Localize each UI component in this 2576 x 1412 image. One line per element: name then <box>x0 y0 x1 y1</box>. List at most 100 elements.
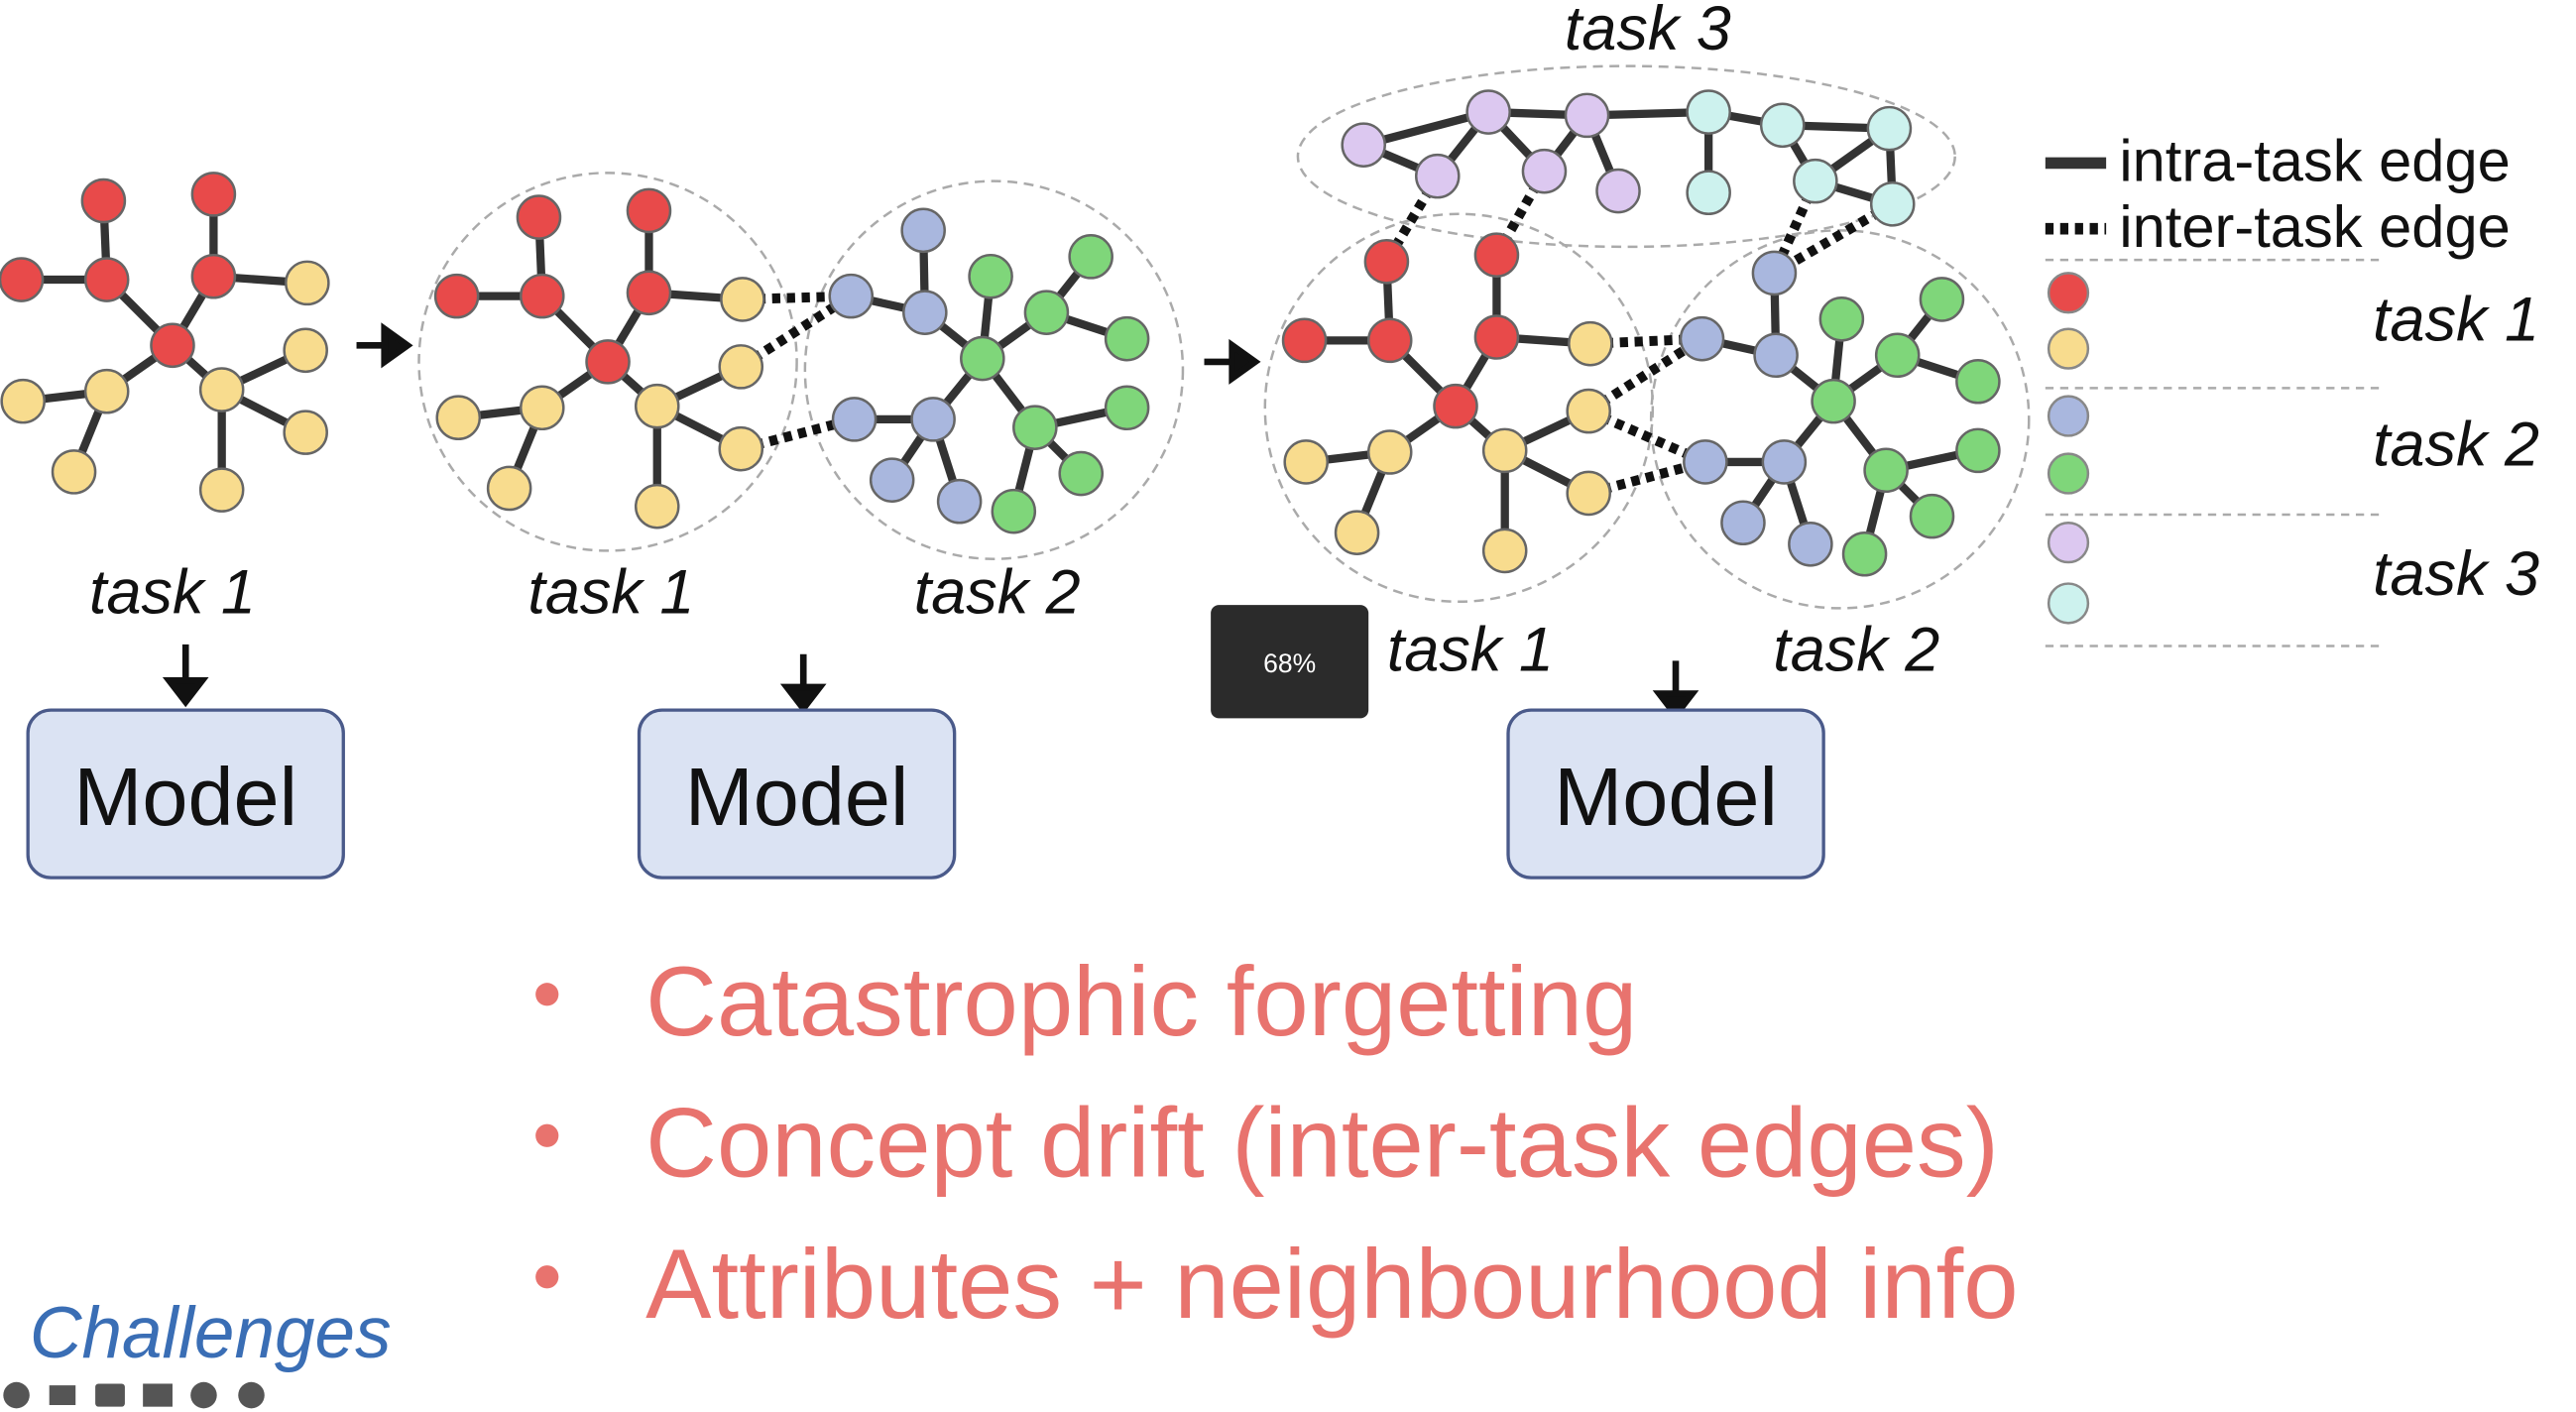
model-label: Model <box>685 751 909 843</box>
zoom-text: 68% <box>1263 648 1316 678</box>
task-region <box>417 172 798 552</box>
node <box>80 177 127 224</box>
bullet-text: Attributes + neighbourhood info <box>645 1230 2018 1340</box>
node <box>1363 239 1410 285</box>
node <box>83 368 130 414</box>
node <box>1104 385 1150 431</box>
node <box>1919 277 1965 322</box>
task-label: task 2 <box>914 557 1081 627</box>
node <box>634 483 680 530</box>
node <box>1841 530 1888 577</box>
legend-dot <box>2047 272 2090 314</box>
node <box>83 257 130 302</box>
node <box>519 385 565 431</box>
task-region <box>803 179 1185 560</box>
node <box>519 273 565 319</box>
zoom-overlay <box>1211 605 1369 719</box>
node <box>1955 358 2001 405</box>
node <box>1793 158 1838 204</box>
node <box>1481 427 1528 474</box>
node <box>1058 450 1105 497</box>
node <box>1414 153 1461 199</box>
node <box>869 457 915 503</box>
node <box>433 273 480 319</box>
node <box>1104 315 1150 362</box>
node <box>1566 470 1611 517</box>
node <box>1686 170 1731 216</box>
node <box>718 425 764 472</box>
node <box>1341 122 1386 168</box>
node <box>828 273 875 319</box>
legend-dot <box>2047 582 2090 625</box>
node <box>1283 439 1330 485</box>
node <box>634 383 680 429</box>
node <box>1281 317 1328 364</box>
node <box>1751 250 1798 296</box>
node <box>283 410 328 455</box>
node <box>150 322 195 369</box>
task-label: task 1 <box>89 557 256 627</box>
node <box>720 277 765 322</box>
node <box>1595 168 1641 214</box>
node <box>198 367 245 412</box>
node <box>1869 181 1916 227</box>
legend-dot <box>2047 522 2090 564</box>
footer-title: Challenges <box>30 1293 392 1373</box>
legend-dot <box>2047 395 2090 437</box>
node <box>516 194 562 240</box>
node <box>190 253 237 299</box>
legend-task: task 3 <box>2373 539 2539 609</box>
node <box>1761 439 1808 485</box>
node <box>626 270 672 316</box>
node <box>718 344 764 390</box>
node <box>1473 232 1520 278</box>
bullet-text: Concept drift (inter-task edges) <box>645 1089 1999 1199</box>
node <box>1811 378 1856 424</box>
node <box>936 478 983 525</box>
node <box>1068 234 1113 280</box>
arrows <box>162 322 1699 721</box>
node <box>1909 493 1955 539</box>
node <box>283 327 328 374</box>
node <box>1473 314 1520 360</box>
node <box>1866 105 1913 152</box>
legend: intra-task edge inter-task edge task 1 t… <box>2045 128 2539 647</box>
toolbar[interactable] <box>3 1381 265 1409</box>
node <box>1686 89 1731 135</box>
node <box>51 449 97 495</box>
node <box>910 397 956 442</box>
legend-task: task 2 <box>2373 410 2539 479</box>
node <box>626 187 672 234</box>
node <box>435 395 482 440</box>
node <box>1788 522 1833 567</box>
legend-text: inter-task edge <box>2119 193 2510 260</box>
node <box>1366 429 1413 475</box>
node <box>1521 148 1568 194</box>
node <box>1874 332 1921 379</box>
node <box>0 257 45 302</box>
node <box>900 207 946 254</box>
model-boxes <box>26 708 1825 880</box>
node <box>0 378 46 424</box>
node <box>585 339 631 385</box>
node <box>1566 388 1611 434</box>
legend-task: task 1 <box>2373 285 2539 354</box>
node <box>1759 102 1806 149</box>
node <box>1683 439 1728 485</box>
node <box>190 172 237 217</box>
node <box>1012 405 1058 450</box>
bullet-text: Catastrophic forgetting <box>645 947 1637 1057</box>
node <box>1465 89 1511 135</box>
node <box>1679 315 1725 362</box>
node <box>285 260 330 306</box>
node <box>1023 290 1070 335</box>
node <box>960 335 1005 382</box>
model-label: Model <box>1554 751 1778 843</box>
task-region <box>1649 229 2031 610</box>
node <box>1433 383 1478 429</box>
legend-dot <box>2047 327 2090 370</box>
node <box>1720 500 1766 546</box>
node <box>1564 92 1610 139</box>
